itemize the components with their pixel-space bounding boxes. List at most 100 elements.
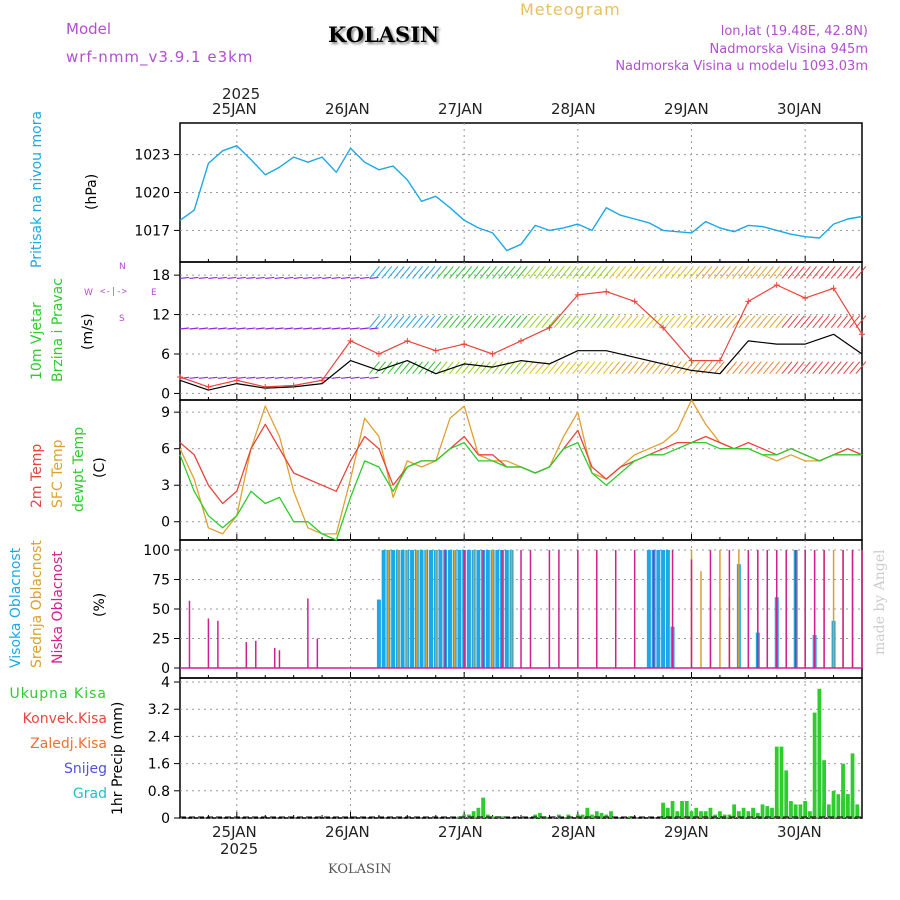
wind-barb-low bbox=[615, 361, 627, 375]
wind-barb-calm bbox=[340, 376, 351, 379]
wind-gust-marker bbox=[205, 383, 212, 390]
wind-barb-mid bbox=[695, 315, 707, 329]
wind-barb-calm bbox=[246, 327, 256, 330]
top-day-2: 27JAN bbox=[438, 100, 483, 118]
wind-gust-marker bbox=[546, 324, 553, 331]
wind-barb-low bbox=[849, 361, 861, 375]
wind-barb-calm bbox=[322, 276, 332, 280]
bottom-day-0: 25JAN bbox=[212, 823, 257, 841]
cloud-bar-mid bbox=[719, 550, 721, 668]
precip-bar bbox=[727, 814, 732, 818]
wind-barb-mid bbox=[566, 315, 577, 329]
precip-bar bbox=[798, 804, 803, 818]
wind-barb-calm bbox=[208, 376, 218, 379]
wind-gust-marker bbox=[375, 351, 382, 357]
precip-bar bbox=[751, 807, 755, 818]
cloud-bar-high bbox=[410, 550, 415, 668]
wind-barb-upper bbox=[436, 266, 448, 279]
cloud-bar-high bbox=[381, 550, 386, 668]
wind-barb-upper bbox=[387, 266, 399, 279]
precip-bar bbox=[462, 814, 467, 818]
wind-barb-upper bbox=[455, 266, 467, 279]
precip-bar bbox=[784, 770, 789, 818]
precip-bar bbox=[538, 812, 542, 818]
wind-barb-calm bbox=[255, 276, 265, 280]
wind-barb-low bbox=[633, 361, 645, 375]
precip-bar bbox=[841, 763, 845, 818]
precip-bar bbox=[765, 806, 770, 818]
wind-barb-calm bbox=[350, 327, 360, 330]
wind-barb-calm bbox=[274, 276, 284, 280]
wind-barb-upper bbox=[522, 266, 534, 279]
wind-barb-mid bbox=[596, 315, 608, 329]
cloud-bar-low bbox=[548, 550, 551, 668]
wind-barb-mid bbox=[603, 315, 614, 329]
wind-barb-low bbox=[467, 361, 479, 375]
wind-gust-marker bbox=[574, 291, 581, 298]
wind-barb-low bbox=[707, 361, 719, 375]
wind-gust-marker bbox=[688, 357, 695, 364]
precip-bar bbox=[566, 814, 571, 818]
wind-barb-mid bbox=[707, 315, 719, 329]
wind-barb-mid bbox=[486, 315, 497, 329]
cloud-bar-mid bbox=[425, 550, 428, 668]
precip-label-conv: Konvek.Kisa bbox=[22, 711, 107, 727]
wind-gust-marker bbox=[859, 331, 865, 338]
wind-barb-mid bbox=[516, 315, 528, 329]
wind-barb-low bbox=[756, 361, 768, 375]
wind-barb-upper bbox=[590, 266, 602, 279]
wind-barb-upper bbox=[529, 266, 540, 279]
cloud-bar-low bbox=[273, 647, 276, 668]
precip-bar bbox=[661, 802, 665, 818]
wind-barb-low bbox=[393, 361, 405, 375]
y-tick-label: 1.6 bbox=[148, 757, 170, 773]
wind-barb-upper bbox=[756, 266, 768, 279]
y-tick-label: 1023 bbox=[134, 148, 170, 164]
wind-barb-low bbox=[646, 361, 657, 375]
precip-bar bbox=[732, 804, 737, 818]
precip-bar bbox=[580, 814, 585, 818]
wind-barb-calm bbox=[179, 276, 190, 280]
wind-gust-marker bbox=[262, 383, 269, 390]
precip-bar bbox=[628, 816, 632, 818]
wind-barb-low bbox=[609, 361, 620, 375]
cloud-bar-high bbox=[447, 550, 452, 668]
precip-bar bbox=[680, 801, 684, 818]
wind-barb-upper bbox=[381, 266, 393, 279]
precip-bar bbox=[826, 804, 831, 818]
wind-barb-low bbox=[578, 361, 590, 375]
wind-barb-mid bbox=[639, 315, 651, 329]
wind-barb-low bbox=[590, 361, 602, 375]
wind-barb-mid bbox=[479, 315, 491, 329]
precip-bar bbox=[694, 807, 699, 818]
wind-barb-upper bbox=[763, 266, 774, 279]
cloud-bar-low bbox=[529, 550, 532, 668]
wind-barb-mid bbox=[529, 315, 540, 329]
wind-barb-mid bbox=[455, 315, 467, 329]
wind-barb-upper bbox=[559, 266, 571, 279]
wind-barb-mid bbox=[830, 315, 842, 329]
precip-bar bbox=[533, 814, 538, 818]
cloud-bar-mid bbox=[832, 550, 835, 668]
precip-bar bbox=[485, 814, 490, 818]
wind-barb-calm bbox=[208, 276, 218, 280]
wind-barb-low bbox=[824, 361, 836, 375]
wind-barb-mid bbox=[473, 315, 485, 329]
bottom-day-2: 27JAN bbox=[438, 823, 483, 841]
wind-barb-calm bbox=[198, 327, 209, 330]
wind-barb-mid bbox=[720, 315, 731, 329]
wind-barb-upper bbox=[430, 266, 442, 279]
wind-barb-low bbox=[399, 361, 411, 375]
wind-barb-upper bbox=[369, 266, 380, 279]
wind-barb-upper bbox=[375, 266, 386, 279]
precip-bar bbox=[808, 811, 812, 818]
wind-barb-calm bbox=[208, 327, 218, 330]
wind-barb-low bbox=[689, 361, 700, 375]
wind-barb-upper bbox=[800, 266, 811, 279]
cloud-bar-low bbox=[851, 550, 854, 668]
wind-barb-low bbox=[572, 361, 584, 375]
wind-barb-mid bbox=[375, 315, 386, 329]
precip-bar bbox=[670, 801, 675, 818]
wind-barb-low bbox=[553, 361, 565, 375]
cloud-bar-low bbox=[614, 550, 617, 668]
